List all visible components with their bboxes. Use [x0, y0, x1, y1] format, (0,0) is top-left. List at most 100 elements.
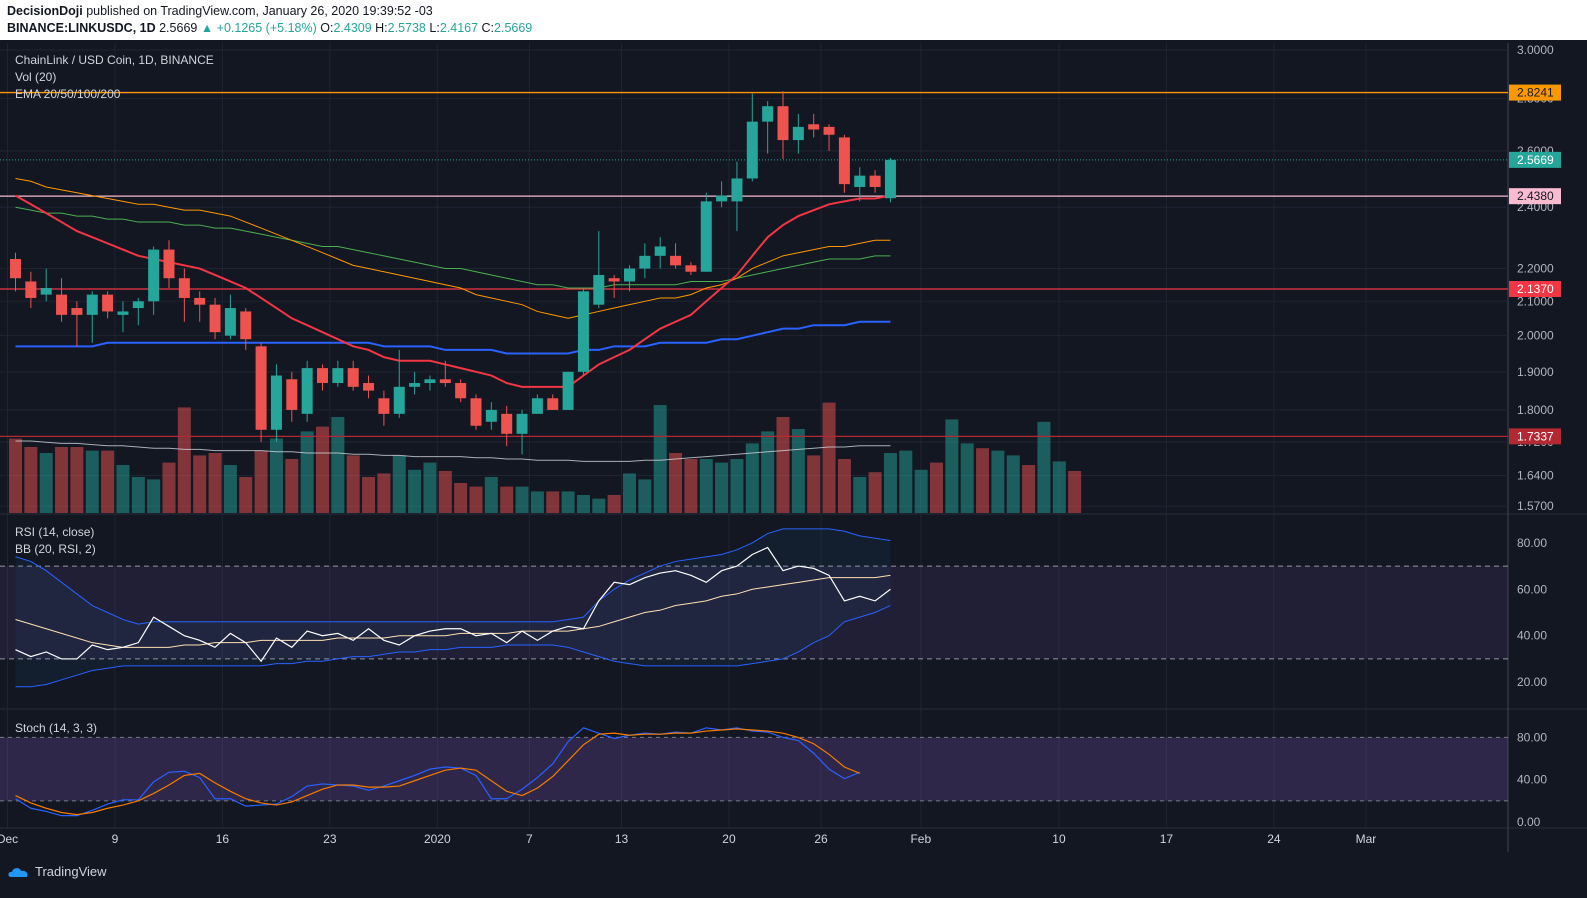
candle-body-23 — [363, 383, 375, 391]
candle-body-56 — [869, 175, 881, 187]
candle-body-40 — [624, 268, 635, 282]
candle-24 — [378, 390, 390, 426]
candle-35 — [547, 394, 559, 410]
candle-50 — [777, 91, 789, 160]
candle-body-28 — [439, 379, 451, 384]
x-tick-8: 26 — [814, 832, 828, 846]
candle-18 — [286, 371, 298, 422]
candle-body-11 — [178, 278, 190, 298]
candle-body-0 — [10, 258, 21, 279]
candle-body-6 — [102, 294, 114, 312]
ema50-line — [15, 177, 891, 319]
volume-bar-65 — [1006, 455, 1020, 513]
volume-bar-23 — [362, 477, 376, 513]
candle-2 — [40, 268, 52, 302]
candle-body-12 — [194, 297, 206, 305]
volume-bar-15 — [239, 477, 253, 513]
last-price: 2.5669 — [159, 21, 198, 35]
candle-body-15 — [240, 311, 252, 340]
candle-body-41 — [639, 255, 651, 269]
candle-body-8 — [132, 301, 144, 309]
candle-body-44 — [685, 265, 697, 272]
candle-body-46 — [716, 195, 728, 202]
candle-body-24 — [378, 398, 390, 414]
volume-bar-45 — [699, 459, 713, 513]
stoch-tick-2: 0.00 — [1517, 815, 1541, 829]
ema-lines — [15, 177, 891, 388]
candle-40 — [624, 265, 635, 292]
candle-44 — [685, 262, 697, 275]
candle-27 — [424, 375, 436, 391]
candle-25 — [393, 349, 405, 418]
volume-bar-55 — [853, 477, 867, 513]
price-badge-3: 2.1370 — [1509, 281, 1561, 298]
close-value: 2.5669 — [494, 21, 533, 35]
volume-bar-21 — [331, 417, 345, 513]
volume-bar-46 — [715, 462, 729, 513]
rsi-tick-0: 80.00 — [1517, 536, 1547, 550]
volume-bar-5 — [85, 450, 99, 513]
volume-bar-3 — [55, 447, 69, 513]
price-badge-bg-3 — [1509, 281, 1561, 298]
candle-body-39 — [608, 278, 620, 282]
candle-16 — [255, 342, 267, 442]
price-tick-6: 2.0000 — [1517, 329, 1554, 343]
candle-1 — [25, 271, 37, 309]
tradingview-logo[interactable]: TradingView — [8, 864, 107, 879]
ema100-line — [15, 206, 891, 289]
candle-body-26 — [409, 383, 421, 387]
x-tick-0: Dec — [0, 832, 18, 846]
price-badge-bg-0 — [1509, 84, 1561, 101]
candle-23 — [363, 375, 375, 399]
candle-31 — [485, 402, 497, 430]
volume-bar-40 — [623, 473, 636, 513]
volume-bar-30 — [469, 486, 483, 513]
rsi-line — [15, 546, 891, 663]
volume-bar-33 — [515, 486, 529, 513]
volume-bar-56 — [868, 472, 882, 513]
candle-37 — [577, 288, 589, 376]
volume-bar-51 — [791, 429, 805, 513]
volume-bar-4 — [70, 447, 84, 513]
author-name[interactable]: DecisionDoji — [7, 4, 83, 18]
volume-bar-14 — [223, 465, 237, 513]
candle-19 — [301, 360, 313, 422]
candle-body-18 — [286, 379, 298, 410]
x-tick-3: 23 — [323, 832, 337, 846]
candle-body-33 — [516, 413, 528, 434]
volume-bar-62 — [960, 443, 974, 513]
candle-5 — [86, 291, 98, 343]
candle-41 — [639, 243, 651, 279]
candle-14 — [224, 294, 236, 340]
volume-bar-47 — [730, 459, 744, 513]
volume-bar-67 — [1037, 421, 1051, 513]
open-label: O: — [320, 21, 334, 35]
candle-body-31 — [485, 409, 497, 422]
candle-body-50 — [777, 106, 789, 141]
candle-15 — [240, 308, 252, 350]
volume-bar-52 — [807, 455, 821, 513]
candle-48 — [746, 93, 758, 182]
price-badge-bg-1 — [1509, 151, 1561, 168]
x-tick-7: 20 — [722, 832, 736, 846]
bb-fill — [15, 528, 891, 687]
price-badge-2: 2.4380 — [1509, 188, 1561, 205]
rsi-band — [0, 566, 1508, 659]
candle-26 — [409, 371, 421, 395]
ema200-line — [15, 320, 891, 355]
volume-bar-26 — [408, 469, 422, 513]
volume-bar-19 — [300, 431, 314, 513]
volume-bar-8 — [131, 477, 145, 513]
volume-bar-0 — [9, 438, 22, 513]
candle-body-37 — [577, 291, 589, 372]
volume-bar-50 — [776, 417, 790, 513]
candle-45 — [700, 192, 712, 272]
rsi-tick-2: 40.00 — [1517, 629, 1547, 643]
publish-header: DecisionDoji published on TradingView.co… — [0, 0, 1587, 40]
candle-body-42 — [654, 246, 666, 256]
candle-body-49 — [762, 106, 774, 122]
candle-body-52 — [808, 124, 820, 130]
volume-bar-37 — [576, 495, 590, 513]
price-badges: 2.8241 2.5669 2.4380 2.1370 1.7337 — [1509, 84, 1561, 445]
